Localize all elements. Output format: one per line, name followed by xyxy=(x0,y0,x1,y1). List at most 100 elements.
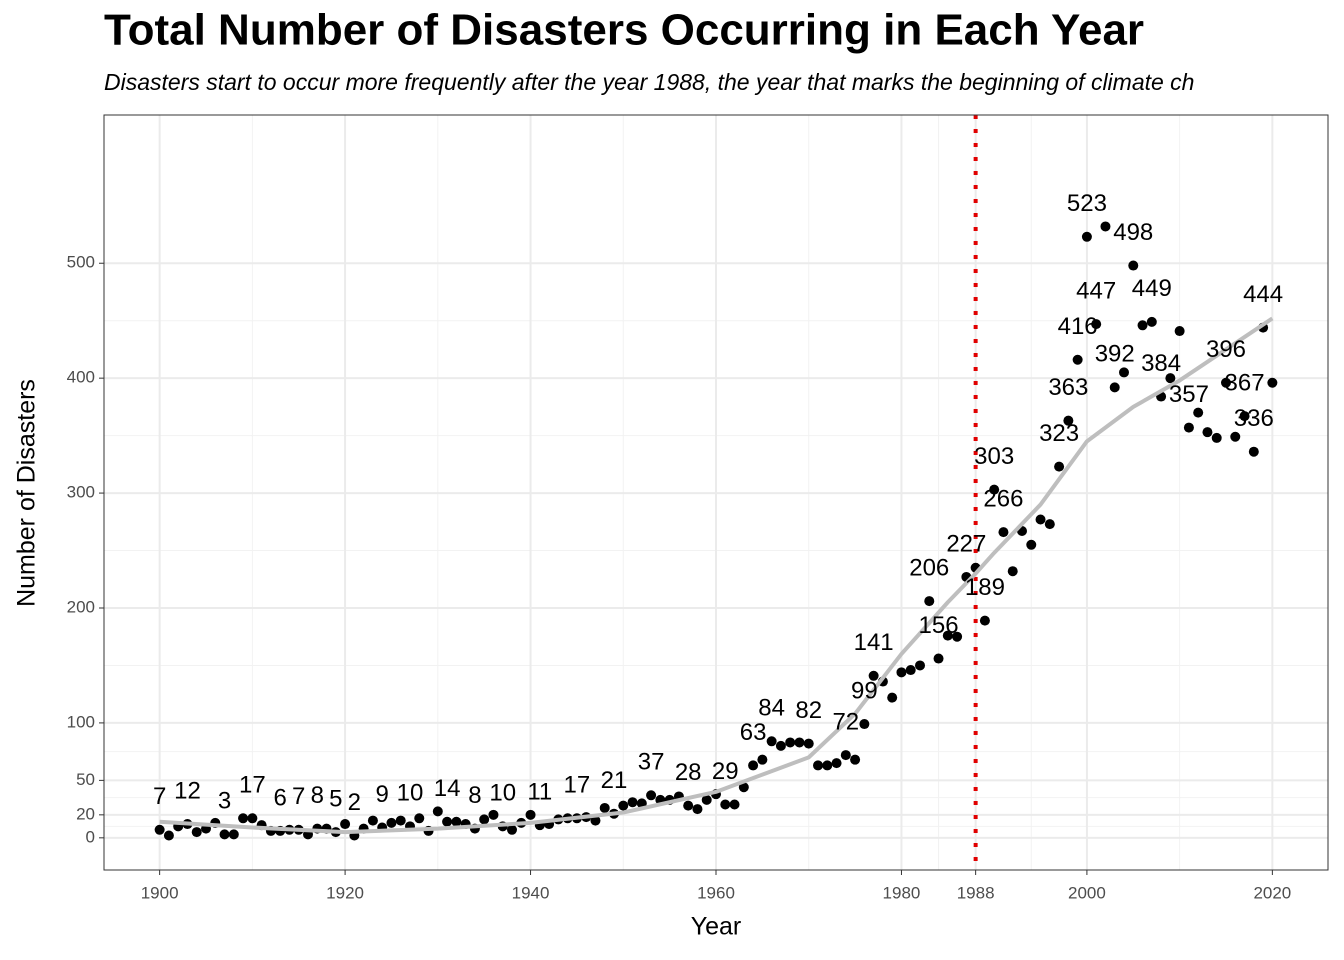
data-label: 63 xyxy=(740,719,767,746)
data-label: 29 xyxy=(712,758,739,785)
point xyxy=(840,750,851,761)
point xyxy=(479,814,490,825)
data-label: 384 xyxy=(1141,350,1181,377)
trend-line xyxy=(159,316,1274,835)
point xyxy=(1007,566,1018,577)
data-label: 10 xyxy=(489,780,516,807)
point xyxy=(488,809,499,820)
point xyxy=(367,815,378,826)
y-tick-label: 200 xyxy=(67,597,95,616)
point xyxy=(785,737,796,748)
point xyxy=(989,484,1000,495)
data-label: 2 xyxy=(348,789,361,816)
data-label: 37 xyxy=(638,749,665,776)
data-label: 498 xyxy=(1113,219,1153,246)
point xyxy=(414,813,425,824)
point xyxy=(1146,316,1157,327)
panel-border xyxy=(103,114,1329,871)
point xyxy=(766,736,777,747)
data-label: 336 xyxy=(1234,405,1274,432)
point xyxy=(1174,326,1185,337)
x-tick-label: 1900 xyxy=(141,883,179,902)
y-tick-label: 500 xyxy=(67,253,95,272)
y-tick-label: 300 xyxy=(67,483,95,502)
point xyxy=(748,760,759,771)
x-tick-label: 1920 xyxy=(326,883,364,902)
point xyxy=(1267,377,1278,388)
point xyxy=(1183,422,1194,433)
point xyxy=(238,813,249,824)
data-label: 523 xyxy=(1067,190,1107,217)
data-label: 99 xyxy=(851,677,878,704)
point xyxy=(1054,461,1065,472)
point xyxy=(191,827,202,838)
point xyxy=(1119,367,1129,378)
data-label: 11 xyxy=(527,779,552,806)
data-label: 9 xyxy=(376,781,389,808)
point xyxy=(757,754,768,765)
data-label: 156 xyxy=(919,612,959,639)
x-axis-label: Year xyxy=(691,913,742,941)
data-label: 416 xyxy=(1058,313,1098,340)
point xyxy=(442,816,453,827)
data-label: 449 xyxy=(1132,275,1172,302)
data-label: 367 xyxy=(1225,369,1265,396)
point xyxy=(1230,431,1241,442)
point xyxy=(1221,377,1231,388)
point xyxy=(859,719,870,730)
x-tick-label: 2020 xyxy=(1253,883,1291,902)
data-label: 227 xyxy=(946,530,986,557)
y-tick-label: 20 xyxy=(76,804,95,823)
data-label: 444 xyxy=(1243,281,1283,308)
data-label: 8 xyxy=(468,782,481,809)
data-label: 8 xyxy=(311,782,324,809)
point xyxy=(1202,427,1213,438)
data-label: 12 xyxy=(174,777,201,804)
point xyxy=(701,794,712,805)
data-label: 206 xyxy=(909,554,949,581)
x-tick-label: 1980 xyxy=(883,883,921,902)
point xyxy=(775,740,786,751)
point xyxy=(1063,415,1074,426)
y-axis-label: Number of Disasters xyxy=(13,379,41,607)
point xyxy=(1026,539,1037,550)
point xyxy=(979,615,990,626)
point xyxy=(915,660,925,671)
y-tick-label: 400 xyxy=(67,368,95,387)
data-label: 6 xyxy=(274,784,287,811)
point xyxy=(887,692,898,703)
data-label: 266 xyxy=(983,485,1023,512)
point xyxy=(683,800,694,811)
point xyxy=(924,596,935,607)
point xyxy=(1072,354,1083,365)
point xyxy=(1100,221,1111,232)
data-label: 28 xyxy=(675,759,702,786)
data-label: 7 xyxy=(292,783,305,810)
data-label: 17 xyxy=(239,772,266,799)
point xyxy=(1211,432,1222,443)
point xyxy=(525,809,536,820)
point xyxy=(1248,446,1259,457)
point xyxy=(868,670,879,681)
point xyxy=(386,817,397,828)
x-tick-label: 1940 xyxy=(512,883,550,902)
point xyxy=(1109,382,1120,393)
data-label: 72 xyxy=(832,708,859,735)
data-label: 14 xyxy=(434,775,461,802)
point xyxy=(813,760,823,771)
data-label: 189 xyxy=(965,574,1005,601)
point xyxy=(247,813,258,824)
data-label: 357 xyxy=(1169,381,1209,408)
point xyxy=(395,815,406,826)
point xyxy=(998,527,1009,538)
point xyxy=(822,760,833,771)
point xyxy=(905,665,916,676)
x-tick-label: 1988 xyxy=(957,883,995,902)
point xyxy=(720,799,731,810)
data-label: 396 xyxy=(1206,336,1246,363)
point xyxy=(1137,320,1148,331)
point xyxy=(340,819,351,830)
chart-subtitle: Disasters start to occur more frequently… xyxy=(104,69,1194,95)
point xyxy=(1081,231,1092,242)
point xyxy=(228,829,239,840)
